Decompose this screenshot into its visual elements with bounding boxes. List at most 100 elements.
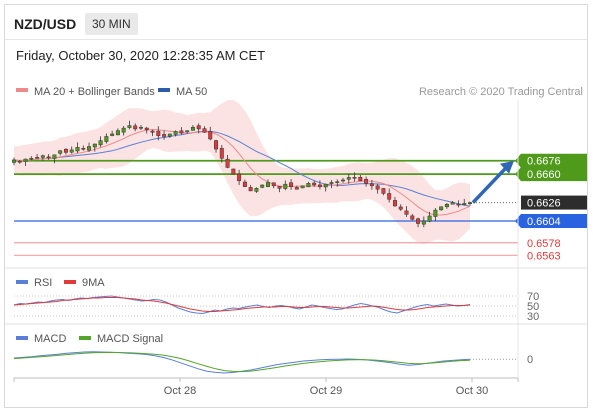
macd-panel: 0: [13, 351, 533, 374]
credit-text: Research © 2020 Trading Central: [419, 86, 583, 98]
candle-body: [214, 140, 219, 150]
level-label-0.6676: 0.6676: [527, 156, 561, 168]
rsi-tick-70: 70: [527, 291, 539, 303]
level-badge-0.6676: [521, 153, 587, 168]
rsi-tick-30: 30: [527, 311, 539, 323]
candle-body: [237, 173, 242, 182]
x-axis-ticks: Oct 28 Oct 29 Oct 30: [13, 378, 519, 397]
candle-body: [283, 183, 288, 189]
candle-body: [369, 183, 374, 187]
candle-body: [231, 168, 236, 175]
candle-body: [364, 178, 369, 184]
candle-body: [35, 157, 40, 159]
rsi-legend-swatch: [16, 280, 28, 284]
candle-body: [133, 125, 138, 130]
ma20-line: [13, 129, 471, 216]
candle-body: [341, 179, 345, 182]
chart-datetime: Friday, October 30, 2020 12:28:35 AM CET: [16, 48, 266, 63]
candle-body: [433, 209, 438, 217]
candle-body: [335, 181, 340, 183]
candle-body: [12, 159, 16, 163]
candle-body: [144, 127, 149, 131]
candle-body: [139, 127, 143, 129]
level-label-0.6578: 0.6578: [527, 238, 561, 250]
candle-body: [208, 131, 213, 140]
candle-body: [156, 130, 161, 136]
candle-body: [358, 176, 363, 182]
candle-body: [98, 140, 103, 146]
candle-body: [40, 155, 45, 158]
candle-body: [306, 183, 311, 188]
candle-body: [87, 146, 92, 151]
candle-body: [219, 148, 224, 159]
candle-body: [127, 125, 132, 128]
candle-body: [225, 158, 230, 168]
candle-body: [242, 181, 247, 187]
symbol-title: NZD/USD: [14, 16, 77, 32]
macd-signal-legend-swatch: [79, 336, 91, 340]
level-badge-0.6626: [521, 195, 587, 210]
ma50-line: [13, 130, 471, 207]
level-label-0.6604: 0.6604: [527, 216, 561, 228]
candle-body: [248, 187, 253, 192]
candle-body: [468, 202, 472, 204]
candle-body: [29, 157, 34, 160]
candle-body: [427, 215, 432, 222]
projection-arrow-shaft: [471, 164, 510, 204]
x-tick-label: Oct 28: [164, 385, 196, 397]
candle-body: [173, 131, 178, 135]
candle-body: [121, 127, 126, 133]
candle-body: [190, 127, 195, 131]
candle-body: [352, 177, 357, 179]
candle-body: [375, 185, 380, 190]
candle-body: [23, 158, 28, 162]
chart-frame: NZD/USD 30 MIN Friday, October 30, 2020 …: [4, 4, 588, 408]
candle-body: [271, 182, 276, 187]
candle-body: [404, 210, 409, 215]
candle-body: [416, 218, 421, 224]
level-label-0.6626: 0.6626: [527, 198, 561, 210]
level-label-0.6660: 0.6660: [527, 169, 561, 181]
level-badge-0.6660: [521, 167, 587, 182]
candle-body: [289, 182, 294, 187]
ma20-legend-label: MA 20 + Bollinger Bands: [34, 86, 155, 98]
candle-body: [104, 136, 109, 142]
candle-body: [456, 203, 461, 206]
rsi-tick-50: 50: [527, 301, 539, 313]
projection-arrow-head: [500, 160, 514, 174]
macd-legend-swatch: [16, 336, 28, 340]
macd-legend-label: MACD: [34, 333, 66, 345]
rsi-legend-label: RSI: [34, 277, 52, 289]
ma50-legend-label: MA 50: [176, 86, 207, 98]
candle-body: [300, 185, 305, 189]
rsi-ma-legend-swatch: [64, 280, 76, 284]
candle-body: [260, 184, 265, 188]
candle-body: [63, 148, 68, 153]
candle-body: [392, 200, 397, 207]
timeframe-badge[interactable]: 30 MIN: [85, 13, 138, 35]
ma20-legend-swatch: [16, 88, 28, 92]
chart-header: NZD/USD 30 MIN: [5, 5, 587, 40]
candle-body: [410, 215, 415, 220]
rsi-ma-legend-label: 9MA: [82, 277, 105, 289]
candle-body: [312, 182, 317, 186]
candle-body: [17, 160, 22, 163]
candle-body: [450, 202, 455, 205]
candle-body: [81, 147, 86, 150]
candle-body: [58, 150, 63, 154]
candle-body: [69, 149, 74, 153]
candle-body: [439, 206, 444, 211]
candle-body: [323, 183, 328, 188]
candle-body: [52, 154, 57, 159]
candle-body: [162, 134, 167, 137]
level-badge-0.6604: [521, 213, 587, 228]
candle-body: [462, 203, 467, 206]
candle-body: [167, 133, 172, 137]
level-label-0.6563: 0.6563: [527, 250, 561, 262]
candle-body: [398, 206, 403, 210]
candle-body: [346, 177, 351, 180]
candle-body: [421, 220, 426, 225]
candle-body: [444, 204, 449, 208]
